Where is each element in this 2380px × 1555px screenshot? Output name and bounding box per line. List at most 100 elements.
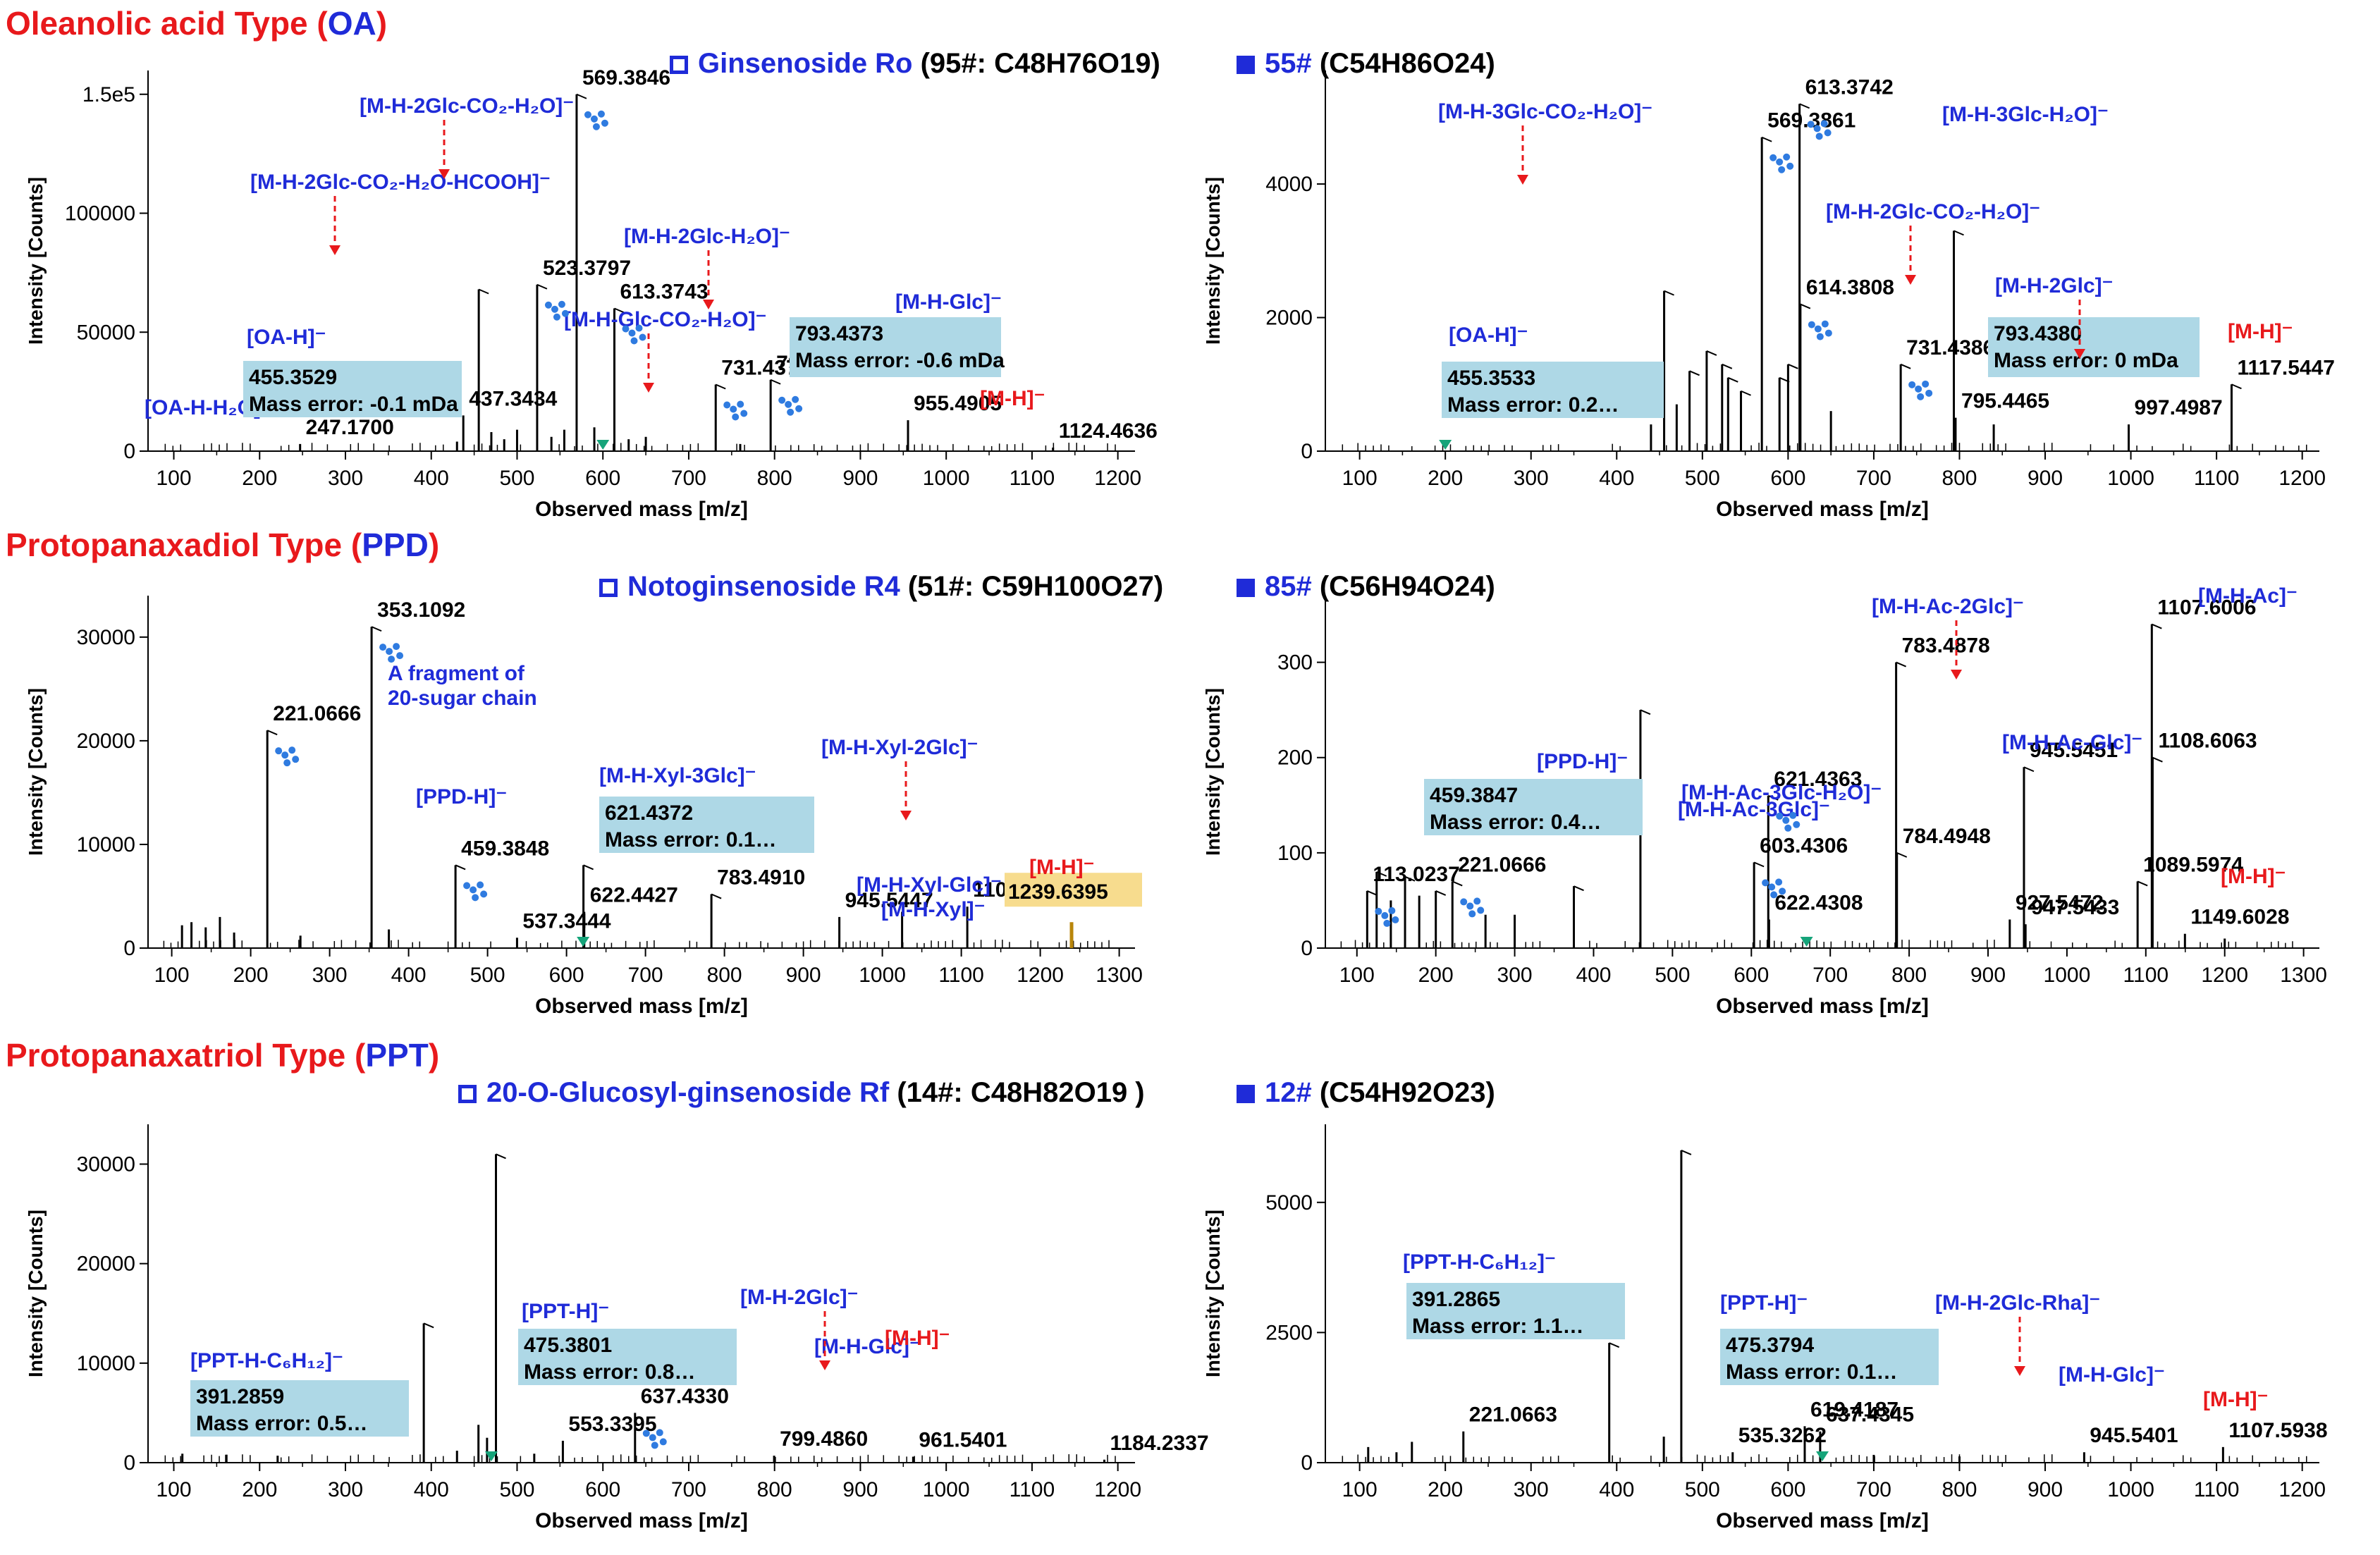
fragment-annotation: [M-H-Ac-2Glc]⁻: [1872, 595, 2024, 618]
peak-flag: [536, 283, 548, 290]
x-tick-label: 600: [585, 467, 620, 490]
molecule-dot: [642, 1430, 650, 1437]
x-tick-label: 1200: [1094, 1478, 1141, 1501]
fragment-annotation: [M-H]⁻: [1029, 856, 1094, 879]
fragment-annotation: [M-H-Glc]⁻: [895, 290, 1002, 314]
mass-error-text: Mass error: -0.6 mDa: [795, 349, 1005, 372]
peak-label: 603.4306: [1760, 834, 1848, 857]
molecule-dot: [1786, 162, 1794, 170]
molecule-icon: [379, 643, 404, 663]
peak-label: 622.4308: [1774, 891, 1863, 914]
peak-flag: [1896, 852, 1908, 858]
arrowhead-icon: [703, 300, 714, 309]
arrowhead-icon: [1905, 275, 1916, 285]
peak-flag: [1681, 1150, 1692, 1155]
molecule-dot: [1762, 879, 1769, 887]
molecule-icon: [463, 881, 488, 902]
x-tick-label: 400: [1576, 964, 1611, 987]
y-tick-label: 200: [1277, 746, 1313, 770]
mass-error-text: 793.4380: [1994, 322, 2082, 345]
x-tick-label: 300: [1514, 467, 1549, 490]
x-tick-label: 700: [1812, 964, 1848, 987]
fragment-annotation: [M-H-3Glc-H₂O]⁻: [1942, 103, 2109, 126]
peak-flag: [1900, 363, 1911, 369]
molecule-icon: [778, 395, 803, 416]
fragment-annotation: [OA-H]⁻: [1449, 324, 1528, 347]
y-tick-label: 0: [123, 937, 135, 960]
x-tick-label: 700: [1856, 467, 1891, 490]
x-tick-label: 800: [1942, 467, 1977, 490]
peak-label: 1108.6063: [2158, 730, 2257, 753]
fragment-annotation: [PPT-H]⁻: [1720, 1291, 1808, 1315]
peak-flag: [1741, 390, 1751, 396]
peak-flag: [1376, 871, 1387, 877]
peak-flag: [1609, 1342, 1620, 1348]
molecule-dot: [597, 110, 605, 118]
peak-flag: [1896, 661, 1907, 668]
peak-flag: [1799, 103, 1810, 109]
molecule-dot: [470, 886, 477, 894]
peak-label: 1107.5938: [2228, 1419, 2327, 1442]
panel-title-ppt-rf: 20-O-Glucosyl-ginsenoside Rf (14#: C48H8…: [458, 1077, 1145, 1109]
fragment-annotation: 20-sugar chain: [388, 687, 537, 710]
molecule-dot: [386, 648, 393, 656]
fragment-annotation: [M-H-Xyl-3Glc]⁻: [599, 764, 756, 787]
x-tick-label: 900: [1970, 964, 2006, 987]
molecule-dot: [1381, 911, 1389, 919]
spectrum-panel-ppt-rf: 100 200 300 400 500 600 700 800 900 1000 1100 1200 0…: [25, 1124, 1209, 1532]
peak-flag: [1640, 709, 1651, 715]
x-tick-label: 800: [707, 964, 742, 987]
molecule-dot: [553, 313, 560, 321]
molecule-dot: [787, 408, 795, 416]
x-tick-label: 300: [312, 964, 348, 987]
peak-flag: [1689, 370, 1700, 376]
precursor-marker-icon: [1800, 937, 1813, 947]
x-tick-label: 800: [1942, 1478, 1977, 1501]
peak-label: 353.1092: [377, 598, 465, 622]
peak-label: 1239.6395: [1008, 880, 1108, 904]
molecule-dot: [1460, 898, 1468, 906]
peak-label: 1107.6006: [2157, 596, 2256, 620]
x-tick-label: 800: [757, 1478, 792, 1501]
x-tick-label: 500: [1685, 1478, 1720, 1501]
peak-label: 945.5447: [845, 889, 933, 912]
arrowhead-icon: [643, 383, 654, 393]
molecule-dot: [1776, 158, 1784, 166]
mass-error-box: [1424, 779, 1643, 835]
molecule-dot: [1776, 812, 1784, 820]
arrowhead-icon: [1951, 670, 1962, 680]
open-square-icon: [458, 1085, 477, 1103]
molecule-icon: [544, 300, 569, 321]
molecule-dot: [1917, 393, 1925, 400]
peak-label: 637.4330: [641, 1384, 729, 1408]
peak-flag: [576, 93, 587, 99]
y-tick-label: 0: [1301, 440, 1313, 463]
molecule-dot: [1814, 325, 1822, 333]
fragment-annotation: [M-H-Xyl-2Glc]⁻: [821, 736, 979, 759]
molecule-dot: [275, 747, 283, 755]
peak-flag: [266, 730, 278, 736]
x-tick-label: 200: [1428, 1478, 1463, 1501]
x-tick-label: 600: [1770, 1478, 1805, 1501]
molecule-dot: [1782, 816, 1790, 824]
y-tick-label: 50000: [77, 321, 135, 344]
molecule-dot: [1908, 381, 1916, 388]
arrowhead-icon: [329, 245, 341, 255]
precursor-marker-icon: [1816, 1451, 1829, 1461]
fragment-annotation: [M-H-Xyl-Glc]⁻: [857, 873, 1002, 897]
x-tick-label: 400: [414, 1478, 449, 1501]
molecule-dot: [792, 395, 799, 403]
x-tick-label: 100: [1339, 964, 1375, 987]
mass-error-box: [1988, 317, 2200, 377]
molecule-dot: [730, 405, 737, 413]
arrowhead-icon: [438, 169, 450, 179]
molecule-dot: [1922, 380, 1930, 388]
peak-label: 1124.4636: [1059, 419, 1158, 443]
peak-flag: [1664, 290, 1674, 296]
x-tick-label: 200: [233, 964, 269, 987]
mass-error-text: Mass error: 0.2…: [1447, 393, 1619, 417]
peak-label: 955.4905: [914, 392, 1002, 415]
x-tick-label: 700: [1856, 1478, 1891, 1501]
y-tick-label: 4000: [1265, 173, 1313, 196]
